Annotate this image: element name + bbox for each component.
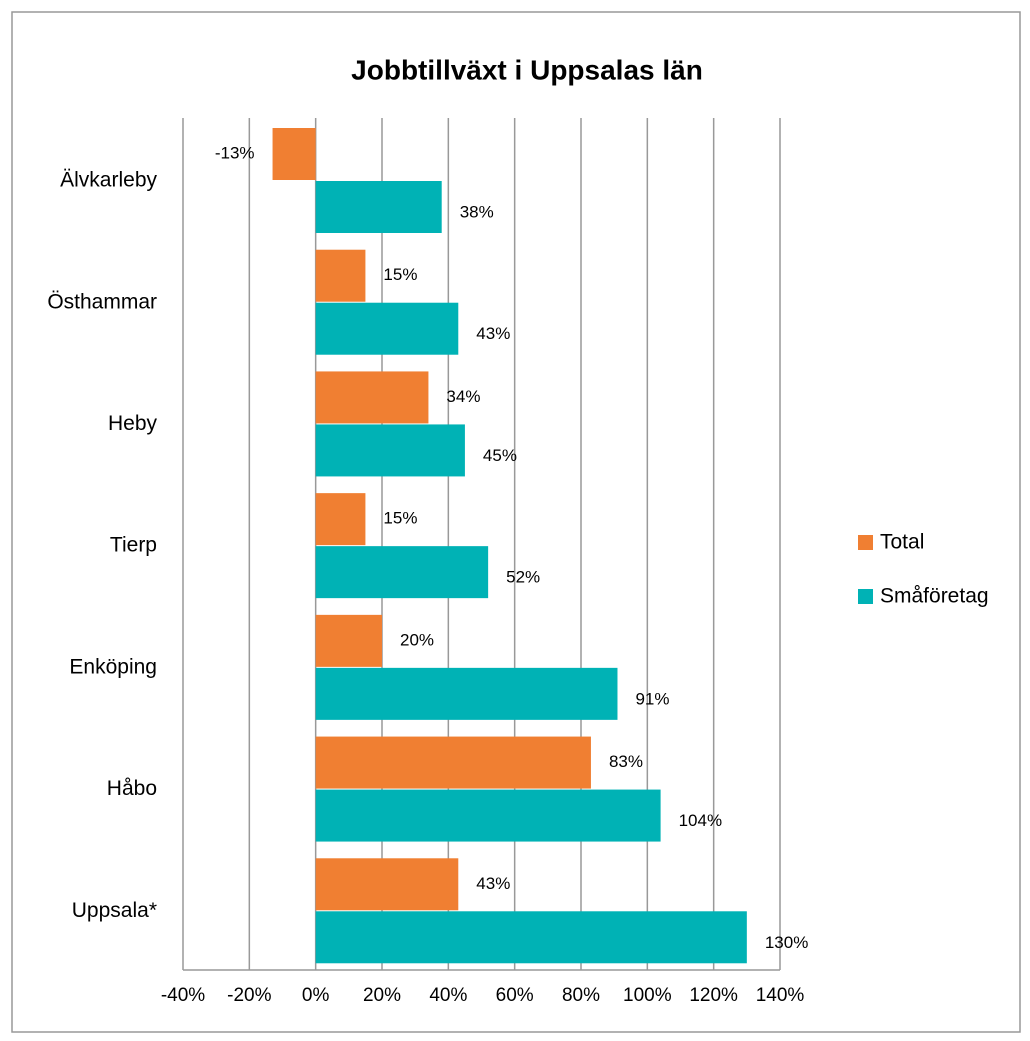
data-label: 20% [400,630,434,649]
bar [315,424,465,477]
y-tick-label: Enköping [69,655,157,678]
x-tick-label: -40% [161,985,205,1006]
bar [315,493,366,546]
data-label: 43% [476,324,510,343]
legend-label: Total [880,531,924,554]
x-tick-label: 120% [689,985,738,1006]
x-tick-label: 140% [756,985,805,1006]
bar [315,614,382,667]
x-tick-label: 100% [623,985,672,1006]
bar [272,128,316,180]
y-tick-label: Håbo [107,777,157,800]
bar [315,911,747,964]
x-tick-label: 40% [429,985,467,1006]
bar [315,302,459,355]
legend-swatch [858,535,873,550]
data-label: 104% [679,811,722,830]
data-label: 15% [383,265,417,284]
x-tick-label: -20% [227,985,271,1006]
y-tick-label: Östhammar [47,290,157,313]
data-label: 91% [635,689,669,708]
legend-label: Småföretag [880,585,989,608]
data-label: 34% [446,387,480,406]
x-tick-label: 60% [496,985,534,1006]
data-label: 43% [476,874,510,893]
bar [315,181,442,233]
x-tick-label: 80% [562,985,600,1006]
data-label: 130% [765,933,808,952]
data-label: 52% [506,568,540,587]
data-label: 83% [609,752,643,771]
bar [315,736,591,789]
legend-swatch [858,589,873,604]
y-tick-label: Heby [108,412,158,435]
y-tick-label: Uppsala* [72,899,157,922]
chart-title: Jobbtillväxt i Uppsalas län [351,54,703,85]
x-tick-label: 20% [363,985,401,1006]
data-label: 15% [383,509,417,528]
y-tick-label: Älvkarleby [60,169,157,192]
bar [315,371,429,424]
bar [315,858,459,911]
chart-frame [11,11,1021,1033]
y-tick-label: Tierp [110,534,157,557]
data-label: 45% [483,446,517,465]
bar [315,249,366,302]
bar [315,546,489,599]
data-label: 38% [460,202,494,221]
bar [315,667,618,720]
x-tick-label: 0% [302,985,330,1006]
bar [315,789,661,842]
data-label: -13% [215,143,255,162]
